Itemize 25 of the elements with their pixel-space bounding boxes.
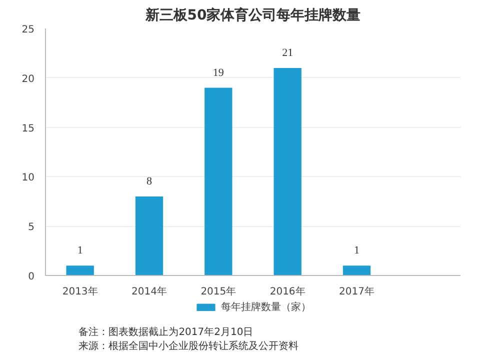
data-label: 19 [212,66,224,79]
bar [204,88,232,276]
bar [66,266,94,276]
x-tick-label: 2016年 [270,286,306,298]
x-tick-label: 2017年 [339,286,374,298]
data-label: 8 [146,175,152,188]
y-tick-label: 10 [22,172,35,184]
y-tick-label: 5 [28,222,35,234]
y-tick-label: 0 [28,272,35,282]
x-tick-label: 2015年 [200,286,236,298]
bar [342,266,371,276]
data-label: 21 [282,47,294,60]
y-tick-label: 25 [22,24,35,36]
bar [274,68,302,276]
data-label: 1 [354,244,360,257]
y-tick-label: 20 [22,74,35,85]
source-note: 来源：根据全国中小企业股份转让系统及公开资料 [78,340,299,352]
y-tick-label: 15 [22,123,35,134]
chart-title: 新三板50家体育公司每年挂牌数量 [144,6,361,24]
bar [135,196,164,276]
x-tick-label: 2013年 [62,286,98,298]
data-label: 1 [77,244,83,257]
text: 备注：图表数据截止为2017年2月10日 [78,326,254,338]
x-tick-label: 2014年 [132,286,167,298]
legend-label: 每年挂牌数量（家） [221,300,311,314]
